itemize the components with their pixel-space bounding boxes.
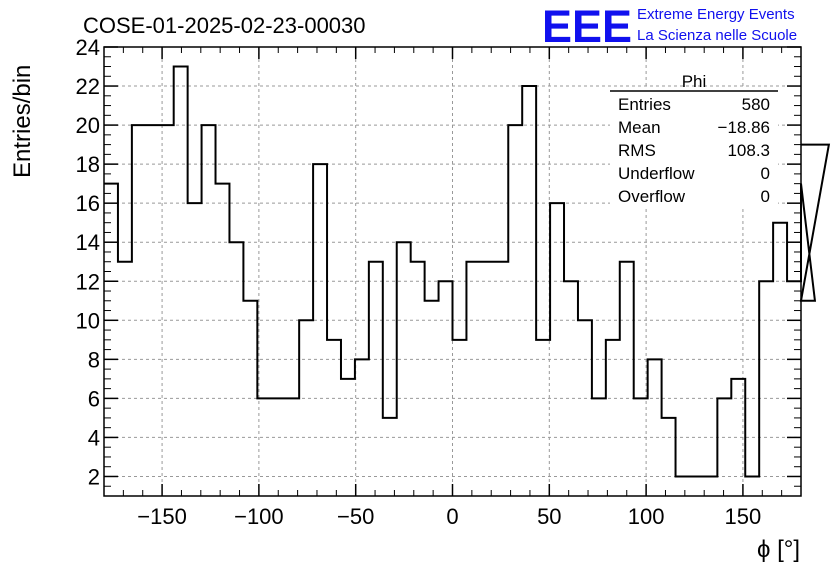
- y-tick-label: 4: [88, 425, 100, 450]
- stats-row-label: Underflow: [618, 164, 695, 183]
- stats-row-label: RMS: [618, 141, 656, 160]
- stats-row-value: 108.3: [727, 141, 770, 160]
- stats-row-value: 0: [761, 187, 770, 206]
- x-tick-label: −150: [137, 504, 187, 529]
- y-tick-label: 18: [76, 152, 100, 177]
- logo-line-1: Extreme Energy Events: [637, 6, 795, 23]
- y-tick-label: 10: [76, 308, 100, 333]
- x-tick-label: −100: [234, 504, 284, 529]
- y-tick-label: 20: [76, 113, 100, 138]
- x-tick-label: 100: [628, 504, 665, 529]
- y-tick-label: 8: [88, 347, 100, 372]
- y-tick-label: 2: [88, 464, 100, 489]
- histogram-line: [104, 65, 831, 478]
- x-tick-label: 50: [537, 504, 561, 529]
- logo-line-2: La Scienza nelle Scuole: [637, 27, 797, 44]
- x-tick-label: 0: [446, 504, 458, 529]
- y-tick-label: 12: [76, 269, 100, 294]
- y-tick-label: 22: [76, 74, 100, 99]
- stats-box: Phi Entries 580 Mean −18.86 RMS 108.3 Underflo…: [610, 72, 778, 206]
- stats-box-background: [610, 88, 778, 206]
- x-tick-label: 150: [725, 504, 762, 529]
- x-tick-label: −50: [337, 504, 374, 529]
- y-axis-label: Entries/bin: [9, 65, 36, 178]
- y-tick-label: 16: [76, 191, 100, 216]
- stats-row-label: Mean: [618, 118, 661, 137]
- y-tick-label: 6: [88, 386, 100, 411]
- y-tick-label: 24: [76, 35, 100, 60]
- y-tick-label: 14: [76, 230, 100, 255]
- axis-ticks: [103, 46, 802, 496]
- stats-row-label: Overflow: [618, 187, 686, 206]
- stats-row-value: 580: [742, 95, 770, 114]
- stats-row-label: Entries: [618, 95, 671, 114]
- stats-row-value: −18.86: [718, 118, 770, 137]
- run-title: COSE-01-2025-02-23-00030: [83, 13, 366, 38]
- stats-row-value: 0: [761, 164, 770, 183]
- logo-mark: EEE: [542, 1, 632, 52]
- stats-box-title: Phi: [682, 72, 707, 91]
- x-axis-label: ϕ [°]: [757, 536, 800, 563]
